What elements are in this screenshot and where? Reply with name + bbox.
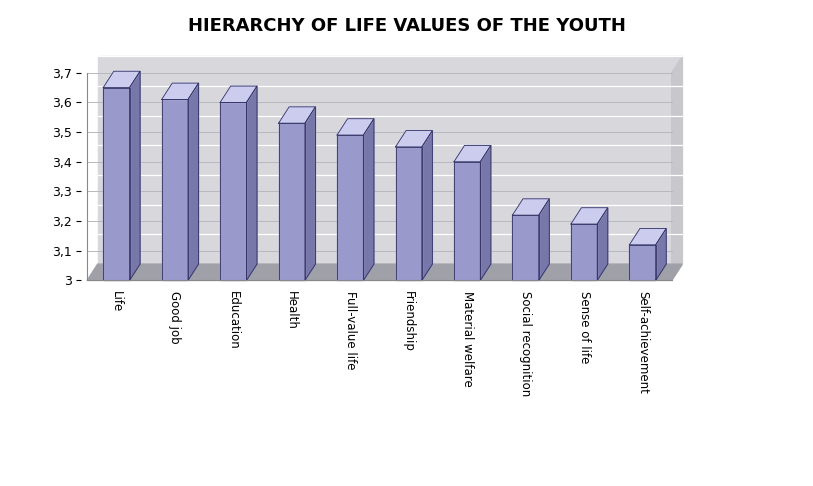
Polygon shape: [103, 71, 140, 87]
Polygon shape: [279, 107, 315, 123]
Polygon shape: [655, 228, 666, 280]
Text: HIERARCHY OF LIFE VALUES OF THE YOUTH: HIERARCHY OF LIFE VALUES OF THE YOUTH: [188, 17, 625, 35]
Polygon shape: [454, 145, 491, 162]
Polygon shape: [571, 208, 608, 224]
Polygon shape: [363, 119, 374, 280]
Polygon shape: [672, 56, 682, 280]
Polygon shape: [629, 228, 666, 245]
Polygon shape: [220, 86, 257, 103]
Polygon shape: [422, 131, 433, 280]
Polygon shape: [246, 86, 257, 280]
Polygon shape: [396, 131, 433, 147]
Polygon shape: [512, 215, 539, 280]
Polygon shape: [162, 83, 198, 100]
Polygon shape: [87, 264, 682, 280]
Polygon shape: [220, 103, 246, 280]
Polygon shape: [571, 224, 598, 280]
Polygon shape: [539, 199, 550, 280]
Polygon shape: [98, 56, 682, 264]
Polygon shape: [337, 119, 374, 135]
Polygon shape: [512, 199, 550, 215]
Polygon shape: [598, 208, 608, 280]
Polygon shape: [279, 123, 305, 280]
Polygon shape: [305, 107, 315, 280]
Polygon shape: [129, 71, 140, 280]
Polygon shape: [454, 162, 480, 280]
Polygon shape: [103, 87, 129, 280]
Polygon shape: [188, 83, 198, 280]
Polygon shape: [162, 100, 188, 280]
Polygon shape: [396, 147, 422, 280]
Polygon shape: [629, 245, 655, 280]
Polygon shape: [480, 145, 491, 280]
Polygon shape: [337, 135, 363, 280]
